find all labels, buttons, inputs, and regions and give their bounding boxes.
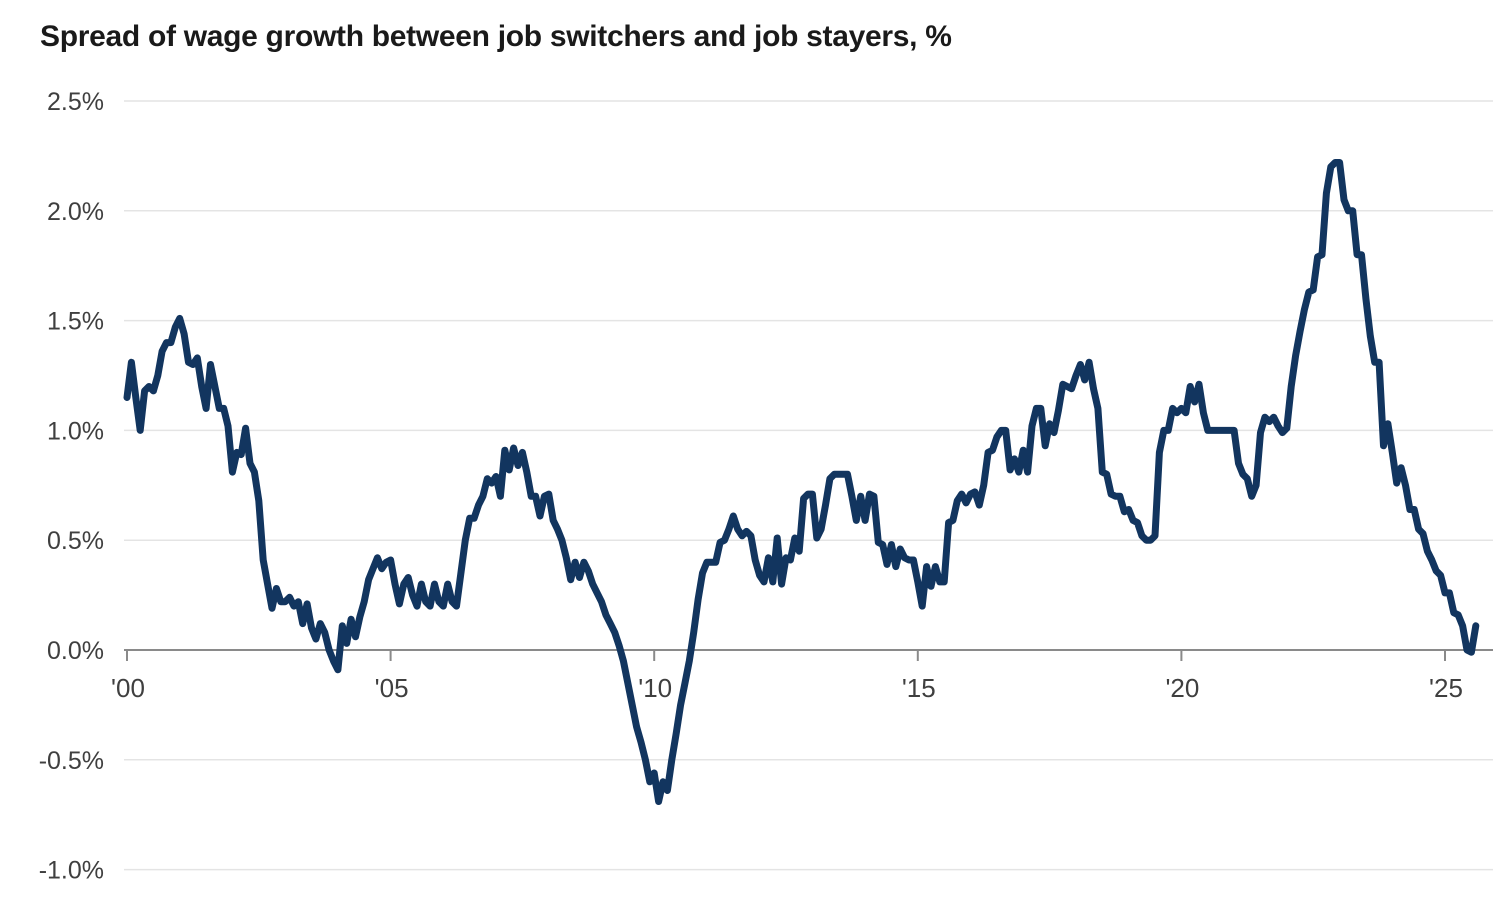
chart-title: Spread of wage growth between job switch… bbox=[40, 20, 952, 53]
x-axis-label: '15 bbox=[902, 673, 936, 703]
x-axis-label: '10 bbox=[638, 673, 672, 703]
wage-spread-series-line bbox=[123, 159, 1480, 805]
y-axis-label: 1.5% bbox=[47, 308, 104, 336]
y-axis-label: 2.0% bbox=[47, 198, 104, 226]
y-axis-label: 0.5% bbox=[47, 527, 104, 555]
x-axis-label: '25 bbox=[1429, 673, 1463, 703]
x-axis-label: '20 bbox=[1165, 673, 1199, 703]
y-axis-label: -0.5% bbox=[39, 747, 104, 775]
y-axis-label: 2.5% bbox=[47, 88, 104, 116]
y-axis-label: 1.0% bbox=[47, 417, 104, 445]
x-axis-label: '00 bbox=[111, 673, 145, 703]
y-axis-label: -1.0% bbox=[39, 857, 104, 885]
x-axis-label: '05 bbox=[375, 673, 409, 703]
y-axis-label: 0.0% bbox=[47, 637, 104, 665]
